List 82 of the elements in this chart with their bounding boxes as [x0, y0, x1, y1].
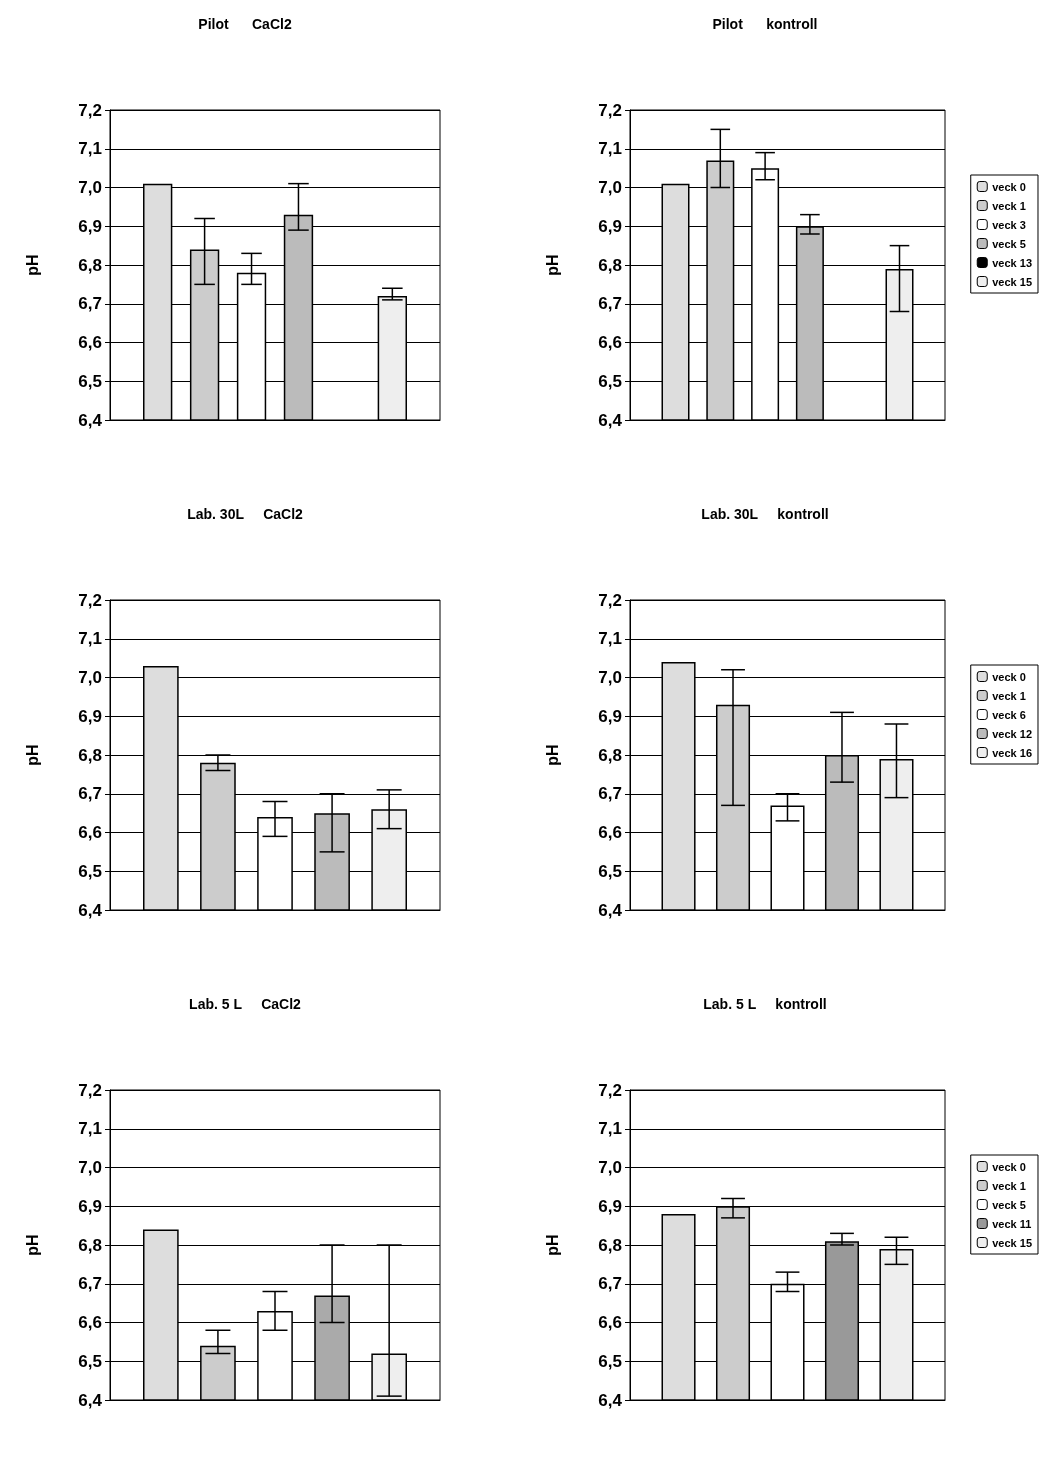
y-tick-label: 6,4: [78, 900, 103, 920]
legend-label: veck 1: [992, 199, 1026, 212]
legend-label: veck 0: [992, 180, 1026, 193]
chart-title: Lab. 5 L kontroll: [703, 996, 827, 1012]
y-tick-label: 6,6: [78, 1313, 102, 1332]
y-tick-label: 7,0: [598, 668, 622, 687]
y-tick-label: 6,6: [78, 333, 102, 352]
y-tick-label: 6,4: [598, 410, 623, 430]
legend-label: veck 15: [992, 1236, 1032, 1249]
legend-label: veck 0: [992, 670, 1026, 683]
y-tick-label: 7,0: [78, 668, 102, 687]
y-tick-label: 7,0: [598, 1158, 622, 1177]
y-tick-label: 6,8: [598, 1235, 622, 1255]
y-tick-label: 7,2: [78, 590, 102, 610]
y-axis-title: pH: [23, 744, 41, 766]
y-tick-label: 6,9: [78, 706, 102, 726]
y-tick-label: 6,4: [598, 1390, 623, 1410]
y-tick-label: 7,0: [78, 1158, 102, 1177]
y-tick-label: 7,1: [598, 139, 622, 159]
y-tick-label: 6,6: [598, 1313, 622, 1332]
y-tick-label: 6,7: [78, 784, 102, 804]
y-tick-label: 6,6: [598, 333, 622, 352]
y-tick-label: 6,9: [598, 216, 622, 236]
y-tick-label: 7,1: [78, 1119, 102, 1139]
y-tick-label: 7,2: [78, 100, 102, 120]
legend-label: veck 1: [992, 689, 1026, 702]
y-tick-label: 6,5: [78, 371, 102, 391]
chart-title: Pilot kontroll: [712, 16, 818, 32]
y-axis-title: pH: [543, 254, 561, 276]
legend-label: veck 3: [992, 218, 1026, 231]
y-tick-label: 6,9: [598, 706, 622, 726]
legend-label: veck 13: [992, 256, 1032, 269]
y-tick-label: 6,6: [78, 823, 102, 842]
y-tick-label: 7,1: [598, 629, 622, 649]
y-tick-label: 6,9: [78, 1196, 102, 1216]
y-tick-label: 7,0: [598, 178, 622, 197]
y-tick-label: 6,5: [78, 861, 102, 881]
y-tick-label: 7,2: [598, 100, 622, 120]
y-tick-label: 6,9: [598, 1196, 622, 1216]
y-tick-label: 6,4: [78, 410, 103, 430]
chart-title: Pilot CaCl2: [198, 16, 292, 32]
y-tick-label: 6,5: [598, 861, 622, 881]
y-tick-label: 6,6: [598, 823, 622, 842]
legend-label: veck 11: [992, 1217, 1032, 1230]
y-tick-label: 6,4: [78, 1390, 103, 1410]
legend-label: veck 12: [992, 727, 1032, 740]
y-tick-label: 6,8: [598, 255, 622, 275]
y-tick-label: 7,2: [598, 1080, 622, 1100]
y-tick-label: 7,0: [78, 178, 102, 197]
y-tick-label: 6,8: [78, 745, 102, 765]
y-tick-label: 7,1: [78, 629, 102, 649]
y-tick-label: 6,7: [598, 294, 622, 314]
legend-label: veck 5: [992, 1198, 1026, 1211]
y-axis-title: pH: [23, 254, 41, 276]
y-tick-label: 6,4: [598, 900, 623, 920]
legend-label: veck 6: [992, 708, 1026, 721]
y-axis-title: pH: [23, 1234, 41, 1256]
y-axis-title: pH: [543, 1234, 561, 1256]
y-tick-label: 6,9: [78, 216, 102, 236]
y-tick-label: 7,1: [78, 139, 102, 159]
y-tick-label: 7,2: [78, 1080, 102, 1100]
y-axis-title: pH: [543, 744, 561, 766]
legend-label: veck 5: [992, 237, 1026, 250]
y-tick-label: 6,5: [78, 1351, 102, 1371]
chart-title: Lab. 30L kontroll: [701, 506, 829, 522]
y-tick-label: 6,7: [598, 784, 622, 804]
y-tick-label: 6,8: [78, 1235, 102, 1255]
y-tick-label: 6,7: [598, 1274, 622, 1294]
y-tick-label: 6,7: [78, 294, 102, 314]
y-tick-label: 6,5: [598, 371, 622, 391]
chart-title: Lab. 30L CaCl2: [187, 506, 304, 522]
chart-title: Lab. 5 L CaCl2: [189, 996, 302, 1012]
y-tick-label: 7,2: [598, 590, 622, 610]
y-tick-label: 6,7: [78, 1274, 102, 1294]
legend-label: veck 0: [992, 1160, 1026, 1173]
y-tick-label: 6,8: [78, 255, 102, 275]
y-tick-label: 6,5: [598, 1351, 622, 1371]
legend-label: veck 1: [992, 1179, 1026, 1192]
y-tick-label: 6,8: [598, 745, 622, 765]
legend-label: veck 16: [992, 746, 1032, 759]
legend-label: veck 15: [992, 275, 1032, 288]
y-tick-label: 7,1: [598, 1119, 622, 1139]
